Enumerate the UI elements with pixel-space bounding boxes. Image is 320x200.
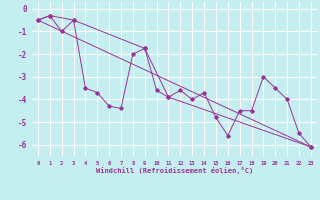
X-axis label: Windchill (Refroidissement éolien,°C): Windchill (Refroidissement éolien,°C) [96,167,253,174]
